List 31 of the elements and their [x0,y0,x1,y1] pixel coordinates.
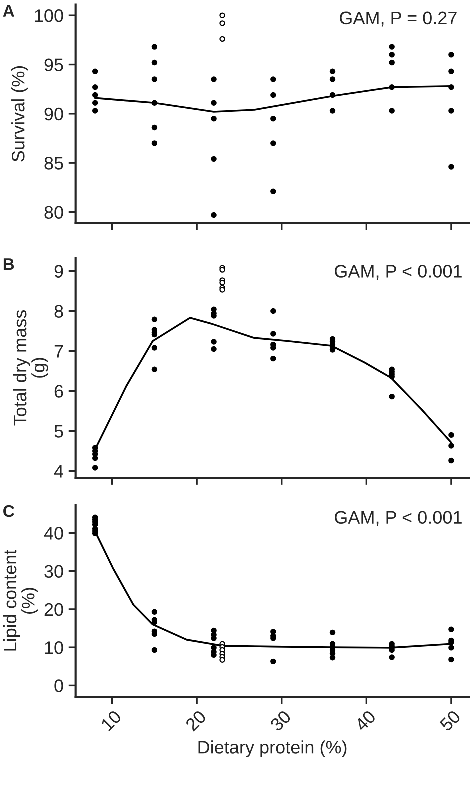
y-tick-label: 6 [54,385,64,398]
x-tick-label: 10 [100,710,122,732]
y-tick-label: 7 [54,345,64,358]
y-axis-title: Survival (%) [12,66,28,162]
y-tick-label: 0 [54,680,64,692]
chart-title: B [4,258,14,270]
y-tick-label: 100 [35,10,64,22]
y-tick-label: 90 [44,108,64,121]
y-axis-title: Total dry mass (g) [13,310,48,426]
y-tick-label: 80 [44,206,64,220]
chart-title: A [3,5,14,17]
chart-title: C [4,505,14,518]
y-tick-label: 20 [44,603,64,616]
annotation: GAM, P = 0.27 [340,12,457,27]
y-tick-label: 30 [44,565,64,578]
x-axis-title: Dietary protein (%) [198,740,347,758]
y-tick-label: 85 [44,157,64,170]
y-tick-label: 4 [54,465,64,478]
y-tick-label: 5 [54,425,64,438]
y-tick-label: 40 [44,527,64,540]
y-tick-label: 95 [44,58,64,72]
y-tick-label: 10 [45,642,64,654]
x-tick-label: 40 [354,710,377,732]
y-tick-label: 8 [54,305,64,318]
annotation: GAM, P < 0.001 [335,511,462,526]
y-tick-label: 9 [54,265,64,278]
x-tick-label: 30 [270,710,292,732]
x-tick-label: 20 [185,710,208,732]
x-tick-label: 50 [439,710,462,732]
y-axis-title: Lipid content (%) [3,550,38,651]
annotation: GAM, P < 0.001 [335,265,462,280]
